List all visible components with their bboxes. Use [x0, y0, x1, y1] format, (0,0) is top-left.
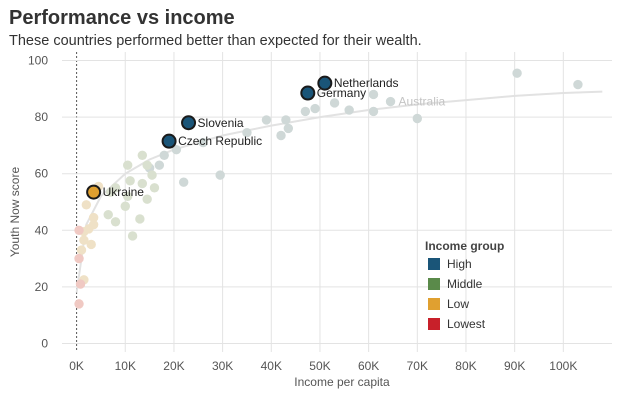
data-point — [159, 150, 169, 161]
data-point — [105, 187, 116, 197]
data-point — [110, 217, 121, 227]
data-point — [142, 194, 152, 204]
data-point — [412, 113, 423, 124]
x-axis-label: Income per capita — [294, 375, 390, 389]
data-point — [103, 210, 113, 220]
data-point — [261, 115, 272, 125]
point-label: Ukraine — [103, 185, 145, 199]
data-point — [120, 201, 130, 211]
data-point — [137, 178, 148, 189]
highlighted-point — [300, 85, 316, 101]
highlighted-point — [181, 115, 197, 131]
data-point — [385, 96, 396, 107]
point-label: Slovenia — [198, 116, 244, 130]
x-tick-label: 80K — [455, 359, 476, 373]
data-point — [154, 160, 165, 170]
data-point — [329, 98, 340, 108]
data-point — [74, 225, 84, 236]
point-label: Netherlands — [334, 76, 399, 90]
x-tick-label: 40K — [261, 359, 282, 373]
point-label: Germany — [317, 86, 366, 100]
x-tick-label: 30K — [212, 359, 233, 373]
legend-swatch — [428, 298, 440, 310]
legend-swatch — [428, 318, 440, 330]
legend: Income group High Middle Low Lowest — [425, 239, 504, 331]
legend-swatch — [428, 278, 440, 290]
y-tick-label: 100 — [28, 53, 48, 67]
chart-title: Performance vs income — [9, 7, 235, 29]
legend-swatch — [428, 258, 440, 270]
y-tick-label: 40 — [35, 223, 49, 237]
x-tick-label: 100K — [549, 359, 577, 373]
x-tick-label: 50K — [309, 359, 330, 373]
data-point — [147, 170, 157, 180]
data-point — [368, 106, 379, 117]
legend-title: Income group — [425, 239, 504, 253]
y-tick-label: 20 — [35, 280, 49, 294]
chart-subtitle: These countries performed better than ex… — [9, 33, 422, 49]
data-point — [368, 89, 379, 100]
x-tick-label: 60K — [358, 359, 379, 373]
data-point — [81, 200, 92, 210]
data-point — [171, 144, 182, 155]
x-tick-label: 10K — [115, 359, 136, 373]
data-point — [149, 183, 160, 193]
data-point — [135, 214, 145, 224]
data-point — [88, 212, 99, 223]
x-tick-label: 20K — [163, 359, 184, 373]
y-tick-label: 60 — [35, 167, 49, 181]
data-point — [310, 103, 320, 114]
data-point — [123, 160, 133, 170]
data-point — [198, 137, 208, 148]
data-point — [76, 245, 87, 255]
data-point — [75, 279, 86, 289]
data-point — [512, 68, 522, 78]
y-tick-label: 0 — [41, 337, 48, 351]
legend-label: Lowest — [447, 317, 486, 331]
data-point — [123, 191, 133, 202]
data-point — [74, 253, 84, 264]
highlighted-point — [86, 184, 102, 200]
x-tick-label: 70K — [407, 359, 428, 373]
point-label: Czech Republic — [178, 134, 262, 148]
legend-label: Low — [447, 297, 469, 311]
data-point — [276, 130, 286, 141]
data-point — [74, 299, 84, 309]
y-tick-label: 80 — [35, 110, 49, 124]
data-point — [281, 115, 291, 125]
data-point — [344, 105, 354, 115]
highlighted-point — [317, 75, 333, 91]
y-axis-label: Youth Now score — [8, 167, 22, 258]
x-tick-label: 0K — [69, 359, 84, 373]
data-point — [283, 123, 294, 134]
highlighted-point — [161, 133, 177, 149]
data-point — [242, 127, 252, 138]
data-point — [215, 170, 225, 180]
legend-label: High — [447, 257, 472, 271]
data-point — [142, 160, 152, 170]
data-point — [300, 106, 311, 117]
data-point — [79, 235, 89, 245]
data-point — [127, 231, 138, 241]
data-point — [573, 79, 583, 90]
data-point — [178, 177, 189, 187]
point-label: Australia — [399, 95, 446, 109]
legend-label: Middle — [447, 277, 483, 291]
data-points: Australia — [74, 68, 583, 309]
axis-ticks: 0K 10K 20K 30K 40K 50K 60K 70K 80K 90K 100K 0 20 40 60… — [28, 53, 577, 373]
data-point — [137, 150, 148, 161]
x-tick-label: 90K — [504, 359, 525, 373]
data-point — [125, 176, 135, 186]
data-point — [86, 239, 96, 250]
